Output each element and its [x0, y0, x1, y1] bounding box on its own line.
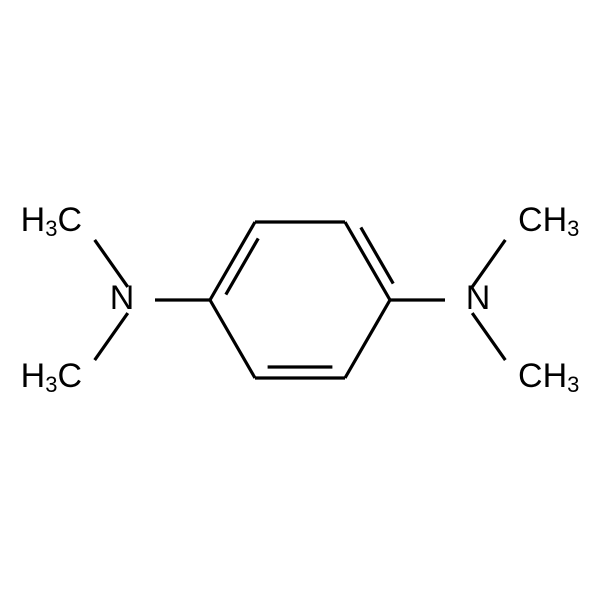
methyl-label: CH3: [518, 201, 579, 241]
nitrogen-label-right: N: [466, 279, 491, 317]
methyl-label: H3C: [21, 357, 82, 397]
chemical-structure-diagram: N N H3C H3C CH3 CH3: [0, 0, 600, 600]
methyl-label: H3C: [21, 201, 82, 241]
methyl-label: CH3: [518, 357, 579, 397]
nitrogen-label-left: N: [110, 279, 135, 317]
